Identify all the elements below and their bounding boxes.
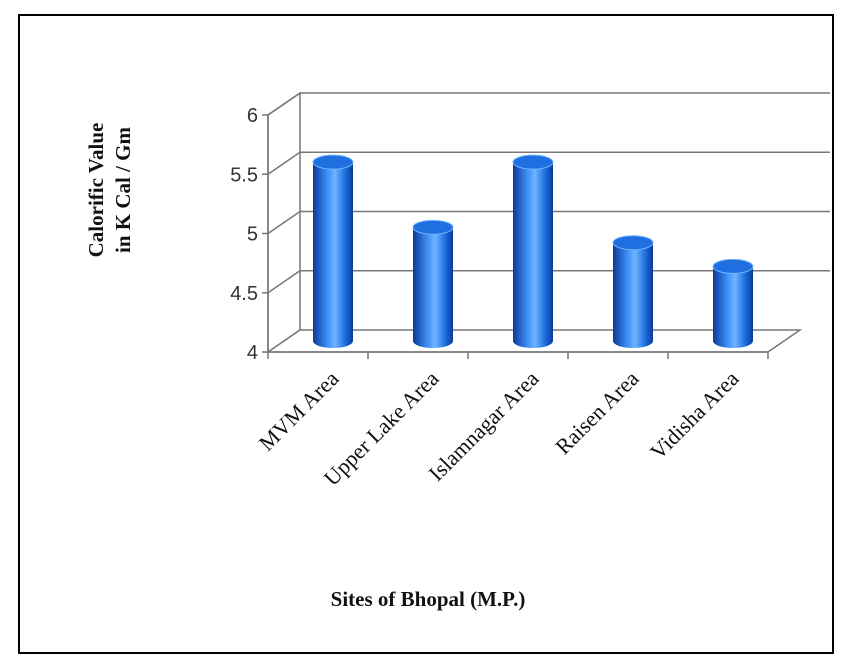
bar-top <box>312 154 354 170</box>
category-label: Vidisha Area <box>645 366 744 465</box>
bar-top <box>512 154 554 170</box>
y-axis-title-line1: Calorific Value <box>84 123 108 258</box>
gridline-depth <box>267 270 301 294</box>
y-tick-label: 6 <box>247 105 258 127</box>
bar <box>612 235 654 348</box>
x-axis-title: Sites of Bhopal (M.P.) <box>331 587 526 611</box>
y-tick-labels: 4 4.5 5 5.5 6 <box>230 105 258 364</box>
bar-body <box>713 266 753 348</box>
category-label: MVM Area <box>254 366 344 456</box>
gridline-depth <box>267 92 301 116</box>
bar <box>512 154 554 348</box>
bar-body <box>613 242 653 348</box>
y-axis-title-line2: in K Cal / Gm <box>111 126 135 253</box>
y-tick-label: 4.5 <box>230 283 258 305</box>
y-tick-label: 5 <box>247 224 258 246</box>
y-tick-label: 5.5 <box>230 164 258 186</box>
bar-body <box>413 227 453 348</box>
bar-body <box>313 162 353 348</box>
bar <box>712 258 754 348</box>
bar-body <box>513 162 553 348</box>
bar <box>312 154 354 348</box>
bar-top <box>712 258 754 274</box>
gridline-depth <box>267 151 301 175</box>
bars-group <box>312 154 754 348</box>
category-label: Raisen Area <box>550 366 643 459</box>
bar-top <box>412 219 454 235</box>
bar <box>412 219 454 348</box>
y-tick-label: 4 <box>247 342 258 364</box>
gridline-depth <box>267 210 301 235</box>
bar-top <box>612 235 654 251</box>
